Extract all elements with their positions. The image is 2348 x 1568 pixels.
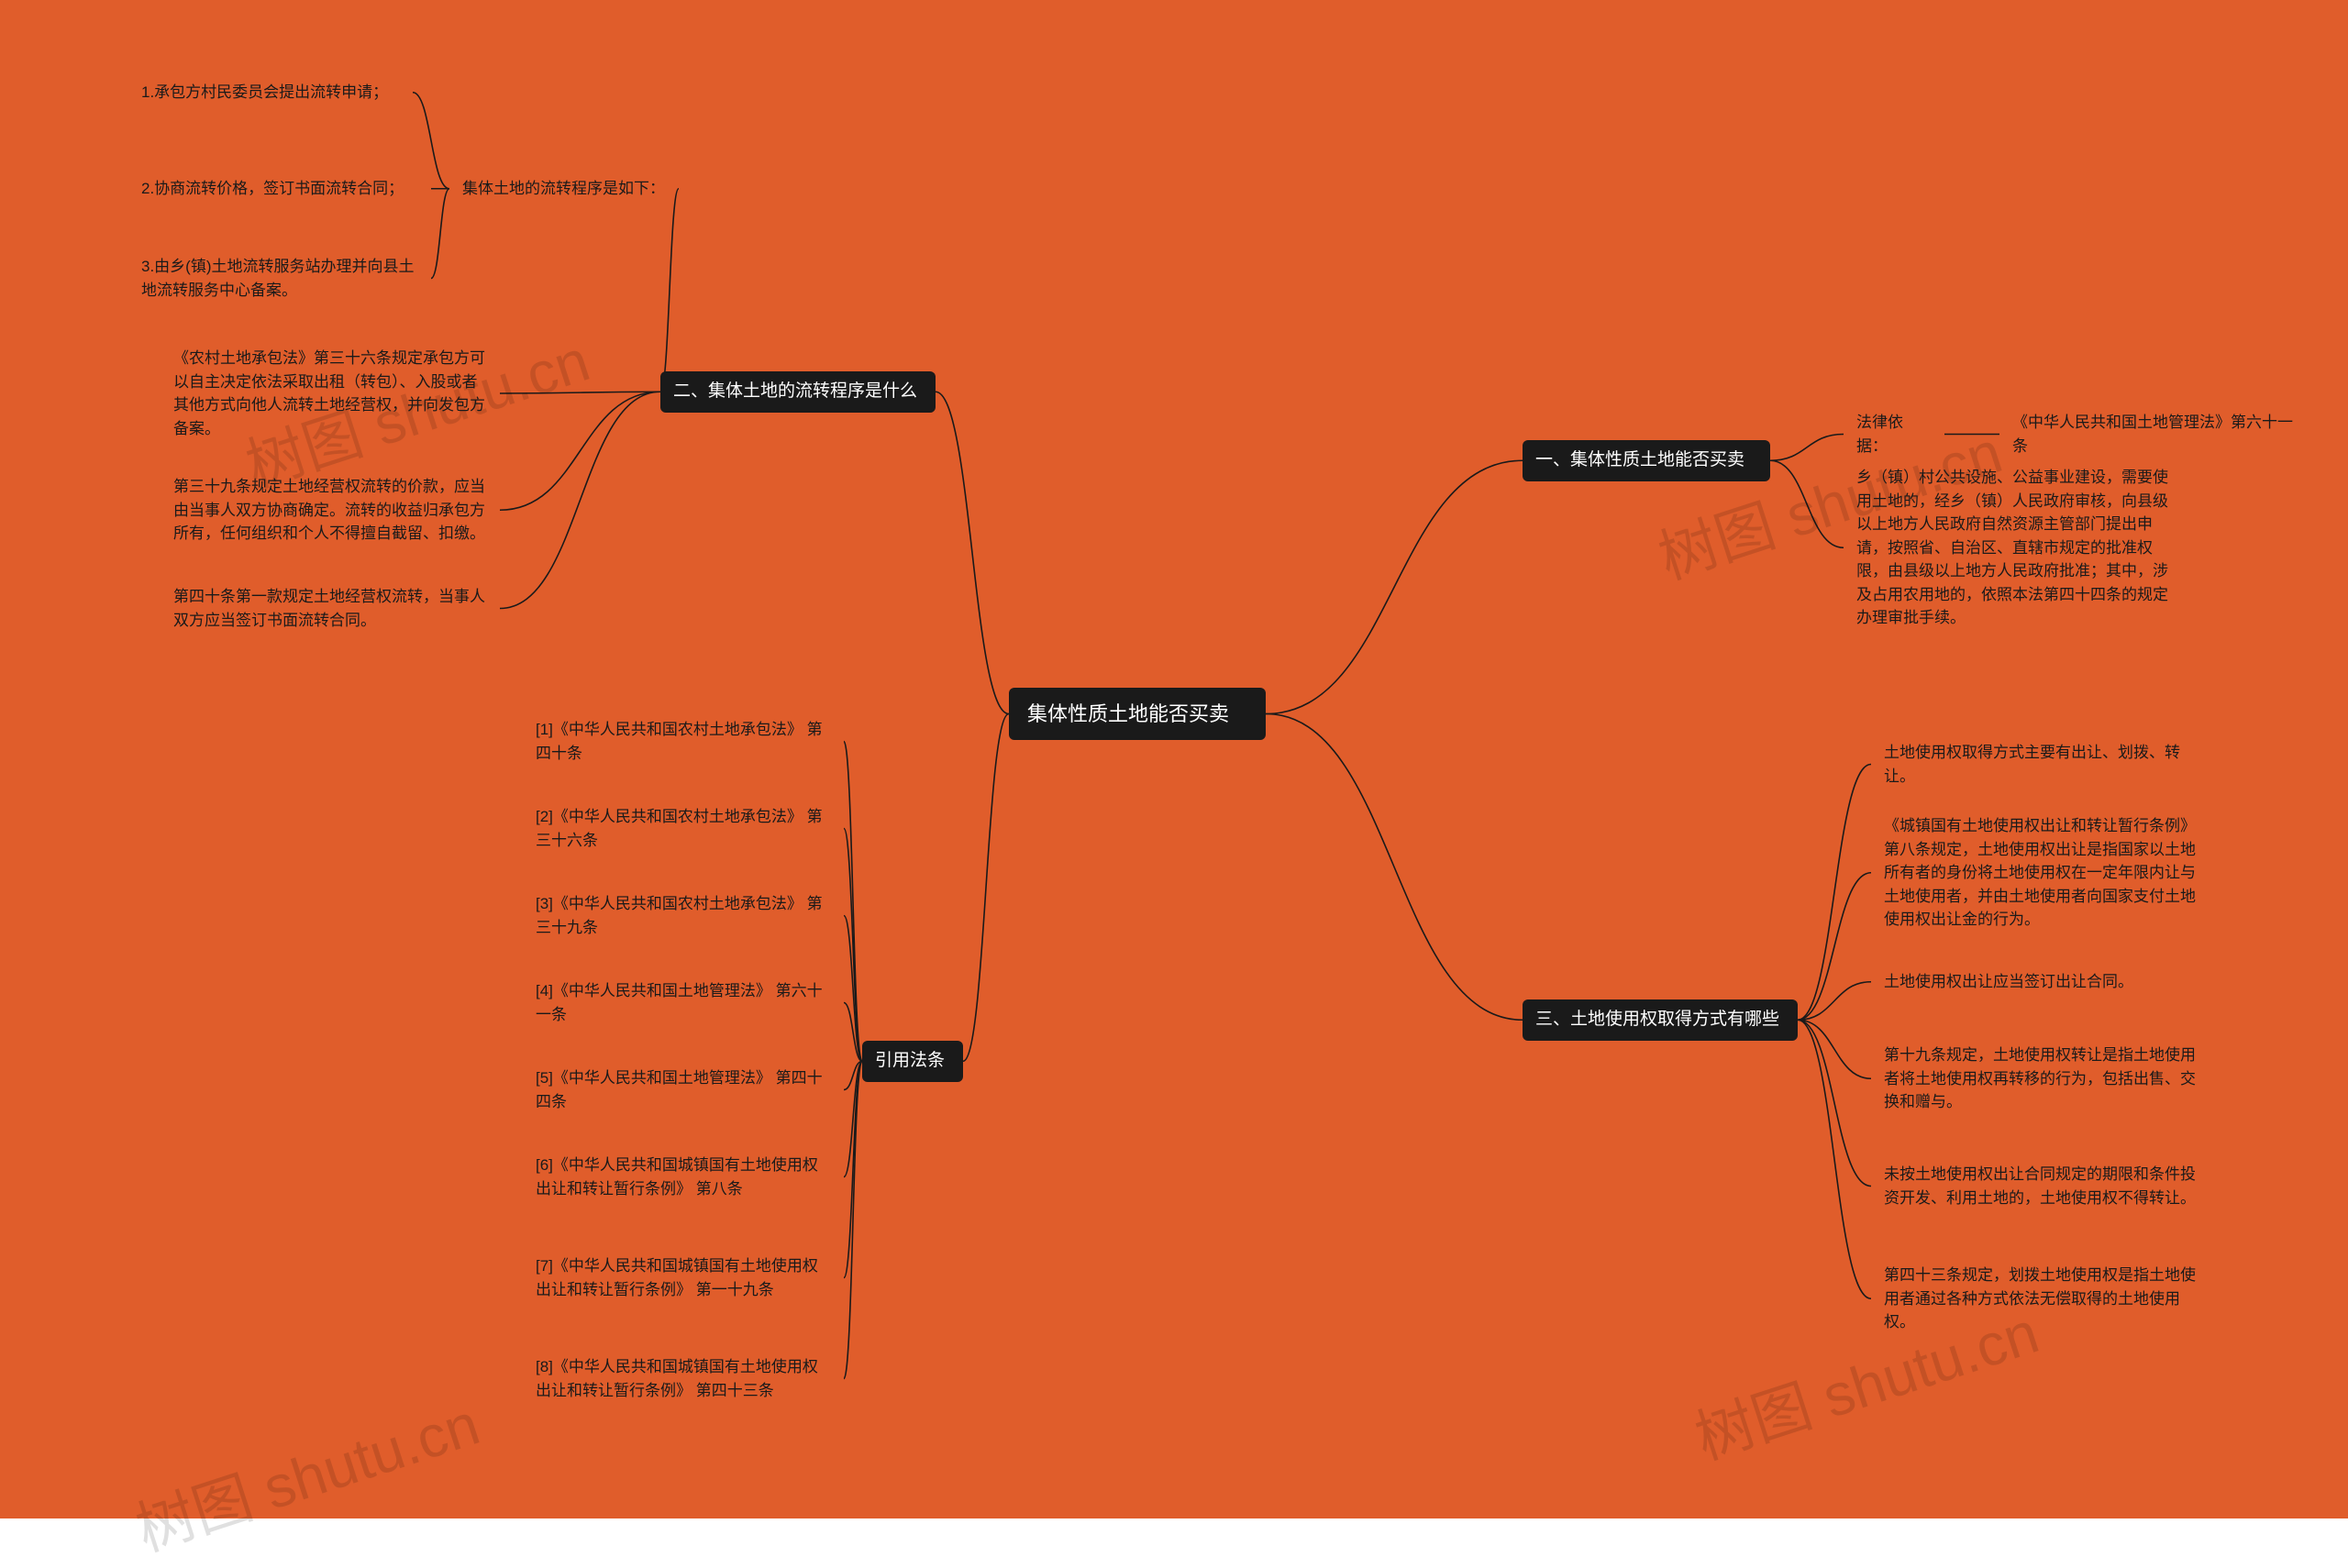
mindmap-node-l2a[interactable]: 集体土地的流转程序是如下：	[449, 170, 679, 208]
watermark: 树图 shutu.cn	[124, 1377, 488, 1567]
mindmap-node-l4h[interactable]: [8]《中华人民共和国城镇国有土地使用权出让和转让暂行条例》 第四十三条	[523, 1348, 844, 1409]
mindmap-node-l4b[interactable]: [2]《中华人民共和国农村土地承包法》 第三十六条	[523, 798, 844, 859]
mindmap-edge	[844, 1061, 862, 1176]
mindmap-node-l2d[interactable]: 第四十条第一款规定土地经营权流转，当事人双方应当签订书面流转合同。	[161, 578, 500, 639]
mindmap-edge	[1798, 765, 1871, 1021]
mindmap-edge	[660, 189, 679, 392]
mindmap-node-l2[interactable]: 二、集体土地的流转程序是什么	[660, 371, 936, 413]
mindmap-edge	[844, 916, 862, 1062]
mindmap-node-l2a2[interactable]: 2.协商流转价格，签订书面流转合同；	[128, 170, 431, 208]
mindmap-edge	[844, 1061, 862, 1089]
mindmap-edge	[844, 1061, 862, 1378]
mindmap-edge	[844, 1061, 862, 1277]
mindmap-node-r3b[interactable]: 《城镇国有土地使用权出让和转让暂行条例》第八条规定，土地使用权出让是指国家以土地…	[1871, 807, 2210, 939]
mindmap-node-r1[interactable]: 一、集体性质土地能否买卖	[1523, 440, 1770, 481]
mindmap-node-r1a1[interactable]: 《中华人民共和国土地管理法》第六十一条	[1999, 403, 2311, 465]
mindmap-edge	[1798, 1020, 1871, 1078]
mindmap-node-l2c[interactable]: 第三十九条规定土地经营权流转的价款，应当由当事人双方协商确定。流转的收益归承包方…	[161, 468, 500, 553]
mindmap-edge	[1798, 1020, 1871, 1186]
mindmap-node-l4d[interactable]: [4]《中华人民共和国土地管理法》 第六十一条	[523, 972, 844, 1033]
mindmap-edge	[844, 742, 862, 1062]
mindmap-node-r3f[interactable]: 第四十三条规定，划拨土地使用权是指土地使用者通过各种方式依法无偿取得的土地使用权…	[1871, 1256, 2210, 1342]
mindmap-edge	[500, 392, 660, 393]
mindmap-edge	[963, 714, 1009, 1062]
mindmap-node-l4f[interactable]: [6]《中华人民共和国城镇国有土地使用权出让和转让暂行条例》 第八条	[523, 1146, 844, 1208]
mindmap-node-root[interactable]: 集体性质土地能否买卖	[1009, 688, 1266, 740]
mindmap-node-r3[interactable]: 三、土地使用权取得方式有哪些	[1523, 999, 1798, 1041]
mindmap-node-l4c[interactable]: [3]《中华人民共和国农村土地承包法》 第三十九条	[523, 885, 844, 946]
mindmap-node-r3c[interactable]: 土地使用权出让应当签订出让合同。	[1871, 963, 2165, 1001]
mindmap-edge	[1266, 714, 1523, 1021]
mindmap-node-l4a[interactable]: [1]《中华人民共和国农村土地承包法》 第四十条	[523, 711, 844, 772]
mindmap-node-l2a1[interactable]: 1.承包方村民委员会提出流转申请；	[128, 73, 413, 112]
mindmap-node-r3a[interactable]: 土地使用权取得方式主要有出让、划拨、转让。	[1871, 734, 2210, 795]
mindmap-node-l4e[interactable]: [5]《中华人民共和国土地管理法》 第四十四条	[523, 1059, 844, 1121]
mindmap-edge	[1798, 873, 1871, 1021]
mindmap-edge	[844, 829, 862, 1062]
mindmap-edge	[431, 189, 449, 279]
mindmap-node-l4[interactable]: 引用法条	[862, 1041, 963, 1082]
mindmap-edge	[500, 392, 660, 608]
mindmap-node-r3e[interactable]: 未按土地使用权出让合同规定的期限和条件投资开发、利用土地的，土地使用权不得转让。	[1871, 1155, 2210, 1217]
mindmap-edge	[844, 1003, 862, 1062]
mindmap-node-r1b[interactable]: 乡（镇）村公共设施、公益事业建设，需要使用土地的，经乡（镇）人民政府审核，向县级…	[1844, 458, 2192, 637]
mindmap-node-r3d[interactable]: 第十九条规定，土地使用权转让是指土地使用者将土地使用权再转移的行为，包括出售、交…	[1871, 1036, 2210, 1121]
mindmap-node-l4g[interactable]: [7]《中华人民共和国城镇国有土地使用权出让和转让暂行条例》 第一十九条	[523, 1247, 844, 1309]
mindmap-node-l2a3[interactable]: 3.由乡(镇)土地流转服务站办理并向县土地流转服务中心备案。	[128, 248, 431, 309]
mindmap-edge	[1798, 982, 1871, 1021]
mindmap-edge	[1770, 460, 1844, 547]
mindmap-edge	[1266, 460, 1523, 713]
mindmap-edge	[1770, 435, 1844, 461]
mindmap-node-l2b[interactable]: 《农村土地承包法》第三十六条规定承包方可以自主决定依法采取出租（转包）、入股或者…	[161, 339, 500, 447]
mindmap-canvas: 树图 shutu.cn树图 shutu.cn树图 shutu.cn树图 shut…	[0, 0, 2348, 1518]
mindmap-node-r1a[interactable]: 法律依据：	[1844, 403, 1944, 465]
mindmap-edge	[936, 392, 1009, 713]
mindmap-edge	[1798, 1020, 1871, 1298]
mindmap-edge	[500, 392, 660, 510]
